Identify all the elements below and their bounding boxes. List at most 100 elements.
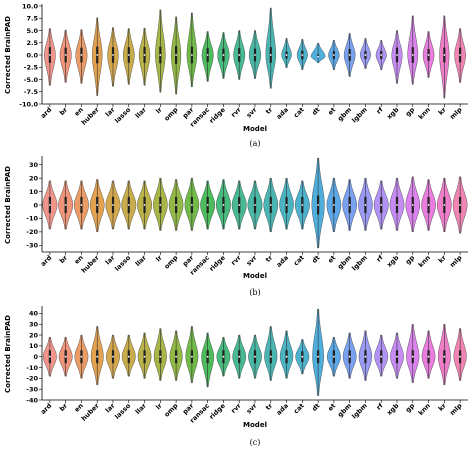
x-tick-label: et [326,402,337,413]
x-tick-label: lasso [113,105,132,124]
x-tick-label: et [326,106,337,117]
median-marker-rf [380,54,383,56]
median-marker-br [64,204,67,206]
median-marker-xgb [396,204,398,206]
x-axis-label: Model [243,421,267,429]
x-tick-label: svr [245,253,259,267]
median-marker-lgbm [364,54,367,56]
x-tick-label: br [58,253,70,265]
panel-caption: (b) [249,288,260,297]
x-tick-label: llar [134,253,149,268]
y-tick-label: 2.5 [26,39,38,47]
median-marker-tr [269,54,272,56]
median-marker-svr [254,355,256,358]
y-tick-label: 7.5 [26,15,38,23]
x-tick-label: lr [154,253,164,263]
median-marker-ransac [206,204,209,206]
x-tick-label: huber [80,105,101,126]
median-marker-tr [269,355,272,358]
violin-panel-a: 10.0 7.5 5.0 2.5 0.0 -2.5 -5.0 -7.5 -10.0 Correct… [4,2,468,148]
x-tick-label: lasso [113,253,132,272]
x-tick-label: gp [404,402,416,414]
median-marker-lasso [127,54,130,56]
x-tick-label: mlp [448,106,464,122]
median-marker-en [80,54,83,56]
median-marker-svr [254,204,256,206]
iqr-box-dt [317,54,320,57]
median-marker-ada [285,204,288,206]
x-tick-label: huber [80,253,101,274]
median-marker-lr [159,204,162,206]
y-tick-label: 40 [29,310,39,318]
median-marker-mlp [459,204,462,206]
x-tick-label: gp [404,254,416,266]
x-tick-label: tr [264,401,275,412]
median-marker-br [64,54,67,56]
x-tick-label: gp [404,106,416,118]
x-tick-label: ard [39,254,54,269]
y-tick-label: 20 [29,331,39,339]
median-marker-en [80,355,83,358]
median-marker-et [332,355,335,358]
x-tick-label: lgbm [350,402,369,421]
y-tick-label: 0 [33,353,38,361]
x-tick-label: omp [163,106,180,123]
x-tick-label: knn [417,253,433,269]
median-marker-mlp [459,355,462,358]
x-tick-label: rvr [229,105,243,119]
y-tick-label: 0 [33,201,38,209]
x-tick-label: br [58,105,70,117]
median-marker-lar [112,54,114,56]
y-tick-label: -10 [26,364,38,372]
x-tick-label: br [58,401,70,413]
median-marker-gbm [348,204,351,206]
median-marker-knn [427,355,430,358]
median-marker-ridge [222,54,225,56]
median-marker-lgbm [364,355,367,358]
x-tick-label: rvr [229,401,243,415]
median-marker-cat [301,355,304,358]
median-marker-huber [96,355,99,358]
median-marker-et [332,54,335,56]
x-tick-label: kr [437,105,449,117]
x-tick-label: xgb [385,402,400,417]
x-tick-label: lgbm [350,254,369,273]
y-tick-label: -7.5 [24,88,39,96]
median-marker-ransac [206,54,209,56]
x-tick-label: tr [264,253,275,264]
y-tick-label: 5.0 [26,27,38,35]
y-axis-label: Corrected BrainPAD [4,166,12,244]
median-marker-ard [48,54,51,56]
x-tick-label: ridge [208,401,228,421]
x-tick-label: dt [310,106,321,117]
median-marker-llar [143,204,146,206]
y-tick-label: 0.0 [26,51,38,59]
x-tick-label: omp [163,402,180,419]
median-marker-xgb [396,355,398,358]
median-marker-lgbm [364,204,367,206]
x-axis-label: Model [243,125,267,133]
x-tick-label: tr [264,105,275,116]
median-marker-knn [427,54,430,56]
x-tick-label: kr [437,253,449,265]
median-marker-llar [143,54,146,56]
median-marker-omp [175,204,178,206]
median-marker-lr [159,355,162,358]
median-marker-llar [143,355,146,358]
median-marker-knn [427,204,430,206]
y-tick-label: -30 [26,242,38,250]
x-tick-label: en [73,254,85,266]
x-tick-label: lasso [113,401,132,420]
median-marker-kr [443,54,446,56]
x-tick-label: svr [245,401,259,415]
x-tick-label: ridge [208,105,228,125]
median-marker-gp [411,204,414,206]
x-tick-label: omp [163,254,180,271]
median-marker-rf [380,204,383,206]
median-marker-ard [48,355,51,358]
median-marker-par [190,204,193,206]
x-tick-label: llar [134,105,149,120]
median-marker-mlp [459,54,462,56]
x-tick-label: mlp [448,254,464,270]
